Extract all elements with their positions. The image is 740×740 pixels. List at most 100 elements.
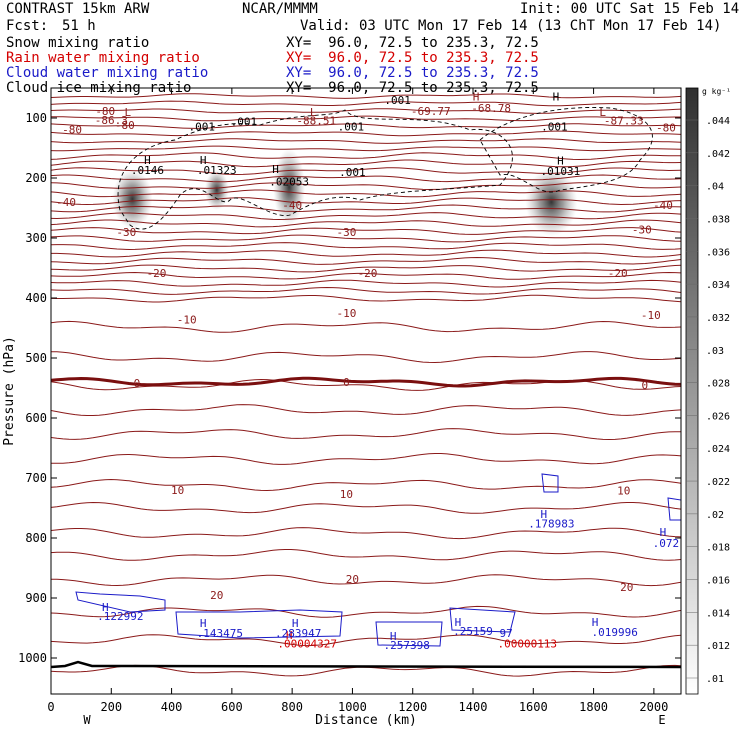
temperature-label: -80 <box>95 105 115 118</box>
temperature-label: -10 <box>177 314 197 327</box>
temperature-contour-line <box>51 501 681 514</box>
temperature-contour-line <box>51 634 681 647</box>
value-label: .072 <box>653 537 680 550</box>
init-time: Init: 00 UTC Sat 15 Feb 14 <box>520 1 740 17</box>
temperature-contour-line <box>51 197 681 206</box>
temperature-contour-line <box>51 549 681 561</box>
temperature-contour-line <box>51 130 681 137</box>
colorbar-tick-label: .034 <box>706 280 730 291</box>
value-label: .01031 <box>541 165 581 178</box>
extremum-marker: L <box>599 106 606 119</box>
temperature-label: 10 <box>340 488 353 501</box>
temperature-contour-line <box>51 264 681 273</box>
temperature-contour-line <box>51 123 681 129</box>
colorbar-tick-label: .04 <box>706 182 724 193</box>
extremum-marker: H <box>553 90 560 103</box>
temperature-contour-line <box>51 115 681 122</box>
temperature-label: 20 <box>620 581 633 594</box>
value-label: .0146 <box>131 164 164 177</box>
temperature-contour-line <box>51 286 681 295</box>
value-label: 97 <box>500 627 513 640</box>
temperature-label: -80 <box>115 119 135 132</box>
y-tick-label: 400 <box>25 291 47 305</box>
temperature-contour-line <box>51 227 681 235</box>
temperature-contour-line <box>51 453 681 465</box>
x-tick-label: 1000 <box>338 700 367 714</box>
temperature-label: -10 <box>641 309 661 322</box>
temperature-contour-line <box>51 152 681 161</box>
x-tick-label: 0 <box>47 700 54 714</box>
colorbar-unit: g kg⁻¹ <box>702 87 731 96</box>
colorbar-tick-label: .012 <box>706 641 730 652</box>
temperature-label: -68.78 <box>471 102 511 115</box>
value-label: .01323 <box>197 164 237 177</box>
temperature-label: 10 <box>171 484 184 497</box>
cloud-ice-shade-3 <box>525 168 578 236</box>
temperature-contour-line <box>51 108 681 114</box>
temperature-label: -30 <box>336 226 356 239</box>
extremum-marker: H <box>592 616 599 629</box>
ground-surface-line <box>51 660 681 669</box>
colorbar-tick-label: .018 <box>706 543 730 554</box>
colorbar-tick-label: .03 <box>706 346 724 357</box>
temperature-contour-line <box>51 138 681 144</box>
y-tick-label: 1000 <box>18 651 47 665</box>
colorbar-tick-label: .044 <box>706 116 730 127</box>
value-label: .25159 <box>453 625 493 638</box>
temperature-label: -80 <box>656 122 676 135</box>
temperature-contour-line <box>51 204 681 213</box>
temperature-contour-line <box>51 145 681 152</box>
cloud-water-contour-2 <box>375 621 443 647</box>
value-label: .178983 <box>528 518 574 531</box>
x-tick-label: 2000 <box>639 700 668 714</box>
extremum-marker: H <box>200 154 207 167</box>
temperature-label: 0 <box>642 379 649 392</box>
temperature-contour-line <box>51 256 681 265</box>
value-label: .143475 <box>197 627 243 640</box>
temperature-contour-line <box>51 249 681 258</box>
field-name-snow: Snow mixing ratio <box>6 35 150 51</box>
colorbar <box>685 87 699 695</box>
x-tick-label: 1400 <box>459 700 488 714</box>
extremum-marker: H <box>286 629 293 642</box>
temperature-contour-line <box>51 167 681 176</box>
x-tick-label: 800 <box>281 700 303 714</box>
colorbar-tick-label: .02 <box>706 510 724 521</box>
temperature-label: -87.33 <box>604 114 644 127</box>
extremum-marker: H <box>390 630 397 643</box>
temperature-contour-line <box>51 404 681 416</box>
colorbar-tick-label: .024 <box>706 444 730 455</box>
value-label: .00000113 <box>497 638 557 651</box>
temperature-contour-line <box>51 574 681 587</box>
extremum-marker: H <box>144 154 151 167</box>
temperature-contour-line <box>51 174 681 183</box>
colorbar-tick-label: .028 <box>706 379 730 390</box>
organization-label: NCAR/MMMM <box>242 1 318 17</box>
extremum-marker: L <box>310 106 317 119</box>
y-tick-label: 700 <box>25 471 47 485</box>
temperature-contour-line <box>51 294 681 303</box>
temperature-contour-line <box>51 182 681 191</box>
extremum-marker: H <box>541 508 548 521</box>
forecast-value: 51 h <box>62 18 96 34</box>
temperature-contour-line <box>51 212 681 221</box>
temperature-contour-line <box>51 320 681 333</box>
x-tick-label: 1200 <box>398 700 427 714</box>
temperature-label: -40 <box>56 196 76 209</box>
field-xy-cloud-water: XY= 96.0, 72.5 to 235.3, 72.5 <box>286 65 539 81</box>
value-label: .001 <box>188 120 215 133</box>
x-end-label-east: E <box>658 713 665 727</box>
colorbar-tick-label: .022 <box>706 477 730 488</box>
y-tick-label: 300 <box>25 231 47 245</box>
temperature-contour-line <box>51 242 681 251</box>
temperature-contour-line <box>51 428 681 441</box>
temperature-label: -86.3 <box>95 114 128 127</box>
temperature-contour-line <box>51 189 681 198</box>
colorbar-tick-label: .042 <box>706 149 730 160</box>
y-axis-title: Pressure (hPa) <box>2 336 17 446</box>
colorbar-tick-label: .038 <box>706 214 730 225</box>
freezing-level-contour <box>51 376 681 388</box>
temperature-contour-line <box>51 279 681 288</box>
